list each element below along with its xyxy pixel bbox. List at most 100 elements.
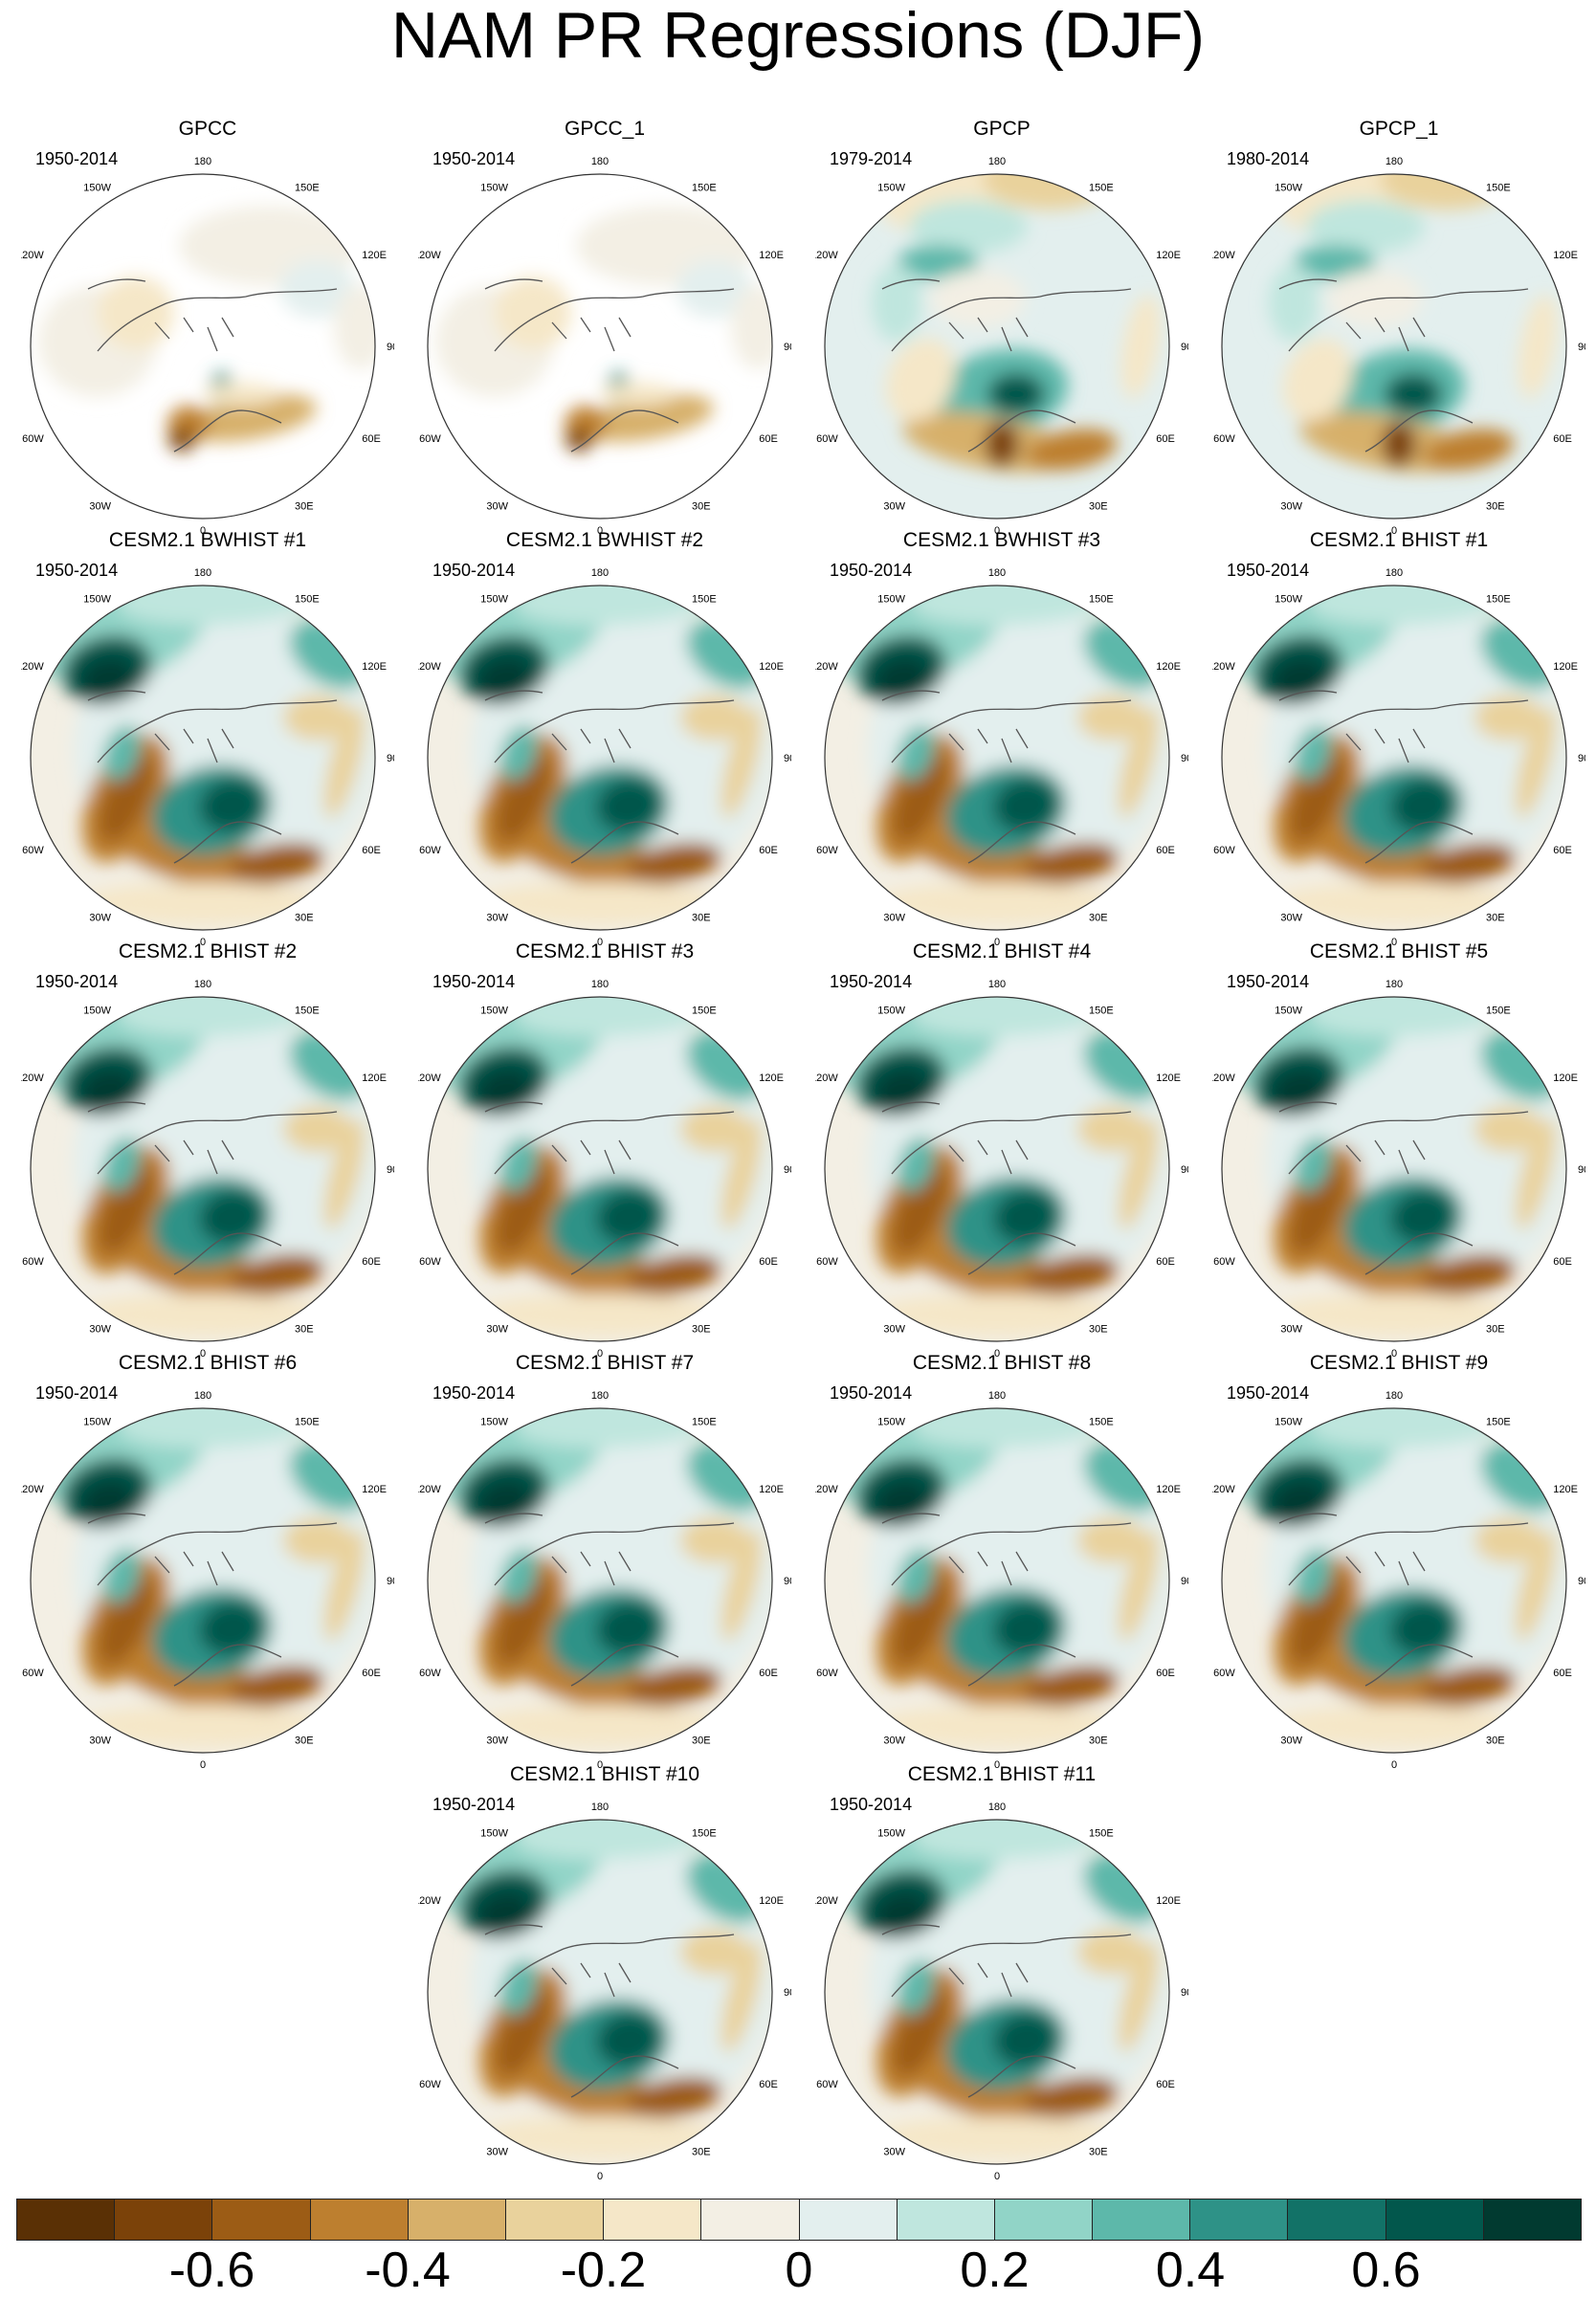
panel-title: CESM2.1 BHIST #9	[1309, 1352, 1489, 1374]
longitude-label: 120W	[418, 1072, 441, 1084]
longitude-label: 90E	[1181, 1987, 1188, 1999]
longitude-label: 60W	[22, 1256, 44, 1268]
longitude-label: 90E	[1578, 342, 1585, 353]
longitude-label: 120E	[1156, 1072, 1181, 1084]
longitude-label: 150E	[1089, 1828, 1114, 1840]
longitude-label: 30W	[883, 2146, 905, 2157]
longitude-label: 150W	[1275, 594, 1302, 606]
map-panel: CESM2.1 BHIST #7 1950-2014 180 150E 120E 90E 6…	[418, 1351, 791, 1772]
colorbar-swatch	[1190, 2200, 1289, 2240]
longitude-label: 90E	[784, 1164, 791, 1176]
longitude-label: 120E	[362, 250, 387, 261]
panel-years: 1950-2014	[830, 561, 913, 580]
longitude-label: 120W	[1212, 1484, 1235, 1495]
map-panel: CESM2.1 BHIST #5 1950-2014 180 150E 120E 90E 6…	[1212, 939, 1585, 1360]
colorbar-swatch	[408, 2200, 506, 2240]
longitude-label: 60E	[1553, 845, 1572, 856]
longitude-label: 60E	[1553, 433, 1572, 445]
longitude-label: 30E	[692, 1735, 711, 1746]
longitude-label: 60W	[22, 1668, 44, 1679]
longitude-label: 180	[591, 1802, 609, 1813]
longitude-label: 30E	[692, 912, 711, 923]
panel-years: 1950-2014	[1227, 561, 1310, 580]
longitude-label: 120W	[418, 1895, 441, 1907]
longitude-label: 120E	[1553, 661, 1578, 673]
longitude-label: 150E	[295, 183, 320, 194]
panel-title: CESM2.1 BHIST #8	[912, 1352, 1092, 1374]
polar-map: 180150E120E90E60E30E030W60W90W120W150W	[21, 1390, 394, 1771]
longitude-label: 150W	[83, 1006, 111, 1017]
longitude-label: 180	[591, 1390, 609, 1402]
longitude-label: 60W	[419, 1668, 441, 1679]
longitude-label: 60E	[1156, 845, 1175, 856]
longitude-label: 90E	[387, 342, 394, 353]
polar-map: 180150E120E90E60E30E030W60W90W120W150W	[1212, 979, 1585, 1360]
map-panel: GPCP_1 1980-2014 180 150E 120E 90E 60E 30E 0 30W 6…	[1212, 117, 1585, 538]
longitude-label: 150E	[1486, 1417, 1511, 1428]
polar-map: 180150E120E90E60E30E030W60W90W120W150W	[815, 1390, 1188, 1771]
longitude-label: 60E	[362, 1256, 381, 1268]
panel-years: 1950-2014	[35, 972, 119, 991]
longitude-label: 120E	[1553, 1484, 1578, 1495]
colorbar-swatch	[799, 2200, 898, 2240]
polar-map: 180150E120E90E60E30E030W60W90W120W150W	[1212, 1390, 1585, 1771]
longitude-label: 150E	[692, 1417, 717, 1428]
longitude-label: 0	[597, 937, 603, 948]
longitude-label: 150W	[877, 1828, 905, 1840]
polar-map: 180150E120E90E60E30E030W60W90W120W150W	[21, 979, 394, 1360]
longitude-label: 0	[1391, 1348, 1397, 1360]
longitude-label: 60W	[22, 845, 44, 856]
longitude-label: 180	[1385, 979, 1403, 990]
polar-map: 180150E120E90E60E30E030W60W90W120W150W	[815, 1802, 1188, 2182]
longitude-label: 120W	[1212, 1072, 1235, 1084]
colorbar-tick-label: -0.6	[168, 2243, 255, 2298]
longitude-label: 30E	[1089, 1323, 1108, 1335]
longitude-label: 30E	[692, 2146, 711, 2157]
longitude-label: 90E	[387, 1576, 394, 1587]
longitude-label: 150W	[877, 183, 905, 194]
longitude-label: 30W	[883, 1323, 905, 1335]
polar-map: 180150E120E90E60E30E030W60W90W120W150W	[21, 567, 394, 948]
colorbar-swatch	[1385, 2200, 1484, 2240]
longitude-label: 90E	[1578, 1164, 1585, 1176]
longitude-label: 0	[994, 525, 1000, 537]
longitude-label: 150W	[1275, 1417, 1302, 1428]
longitude-label: 150E	[1089, 183, 1114, 194]
longitude-label: 150E	[1486, 1006, 1511, 1017]
colorbar-swatch	[310, 2200, 409, 2240]
longitude-label: 120W	[21, 1072, 44, 1084]
longitude-label: 60W	[1213, 1668, 1235, 1679]
longitude-label: 150W	[480, 1828, 508, 1840]
longitude-label: 150W	[877, 1006, 905, 1017]
longitude-label: 90E	[1578, 753, 1585, 764]
map-panel: CESM2.1 BHIST #1 1950-2014 180 150E 120E 90E 6…	[1212, 528, 1585, 949]
panel-title: GPCP	[973, 118, 1031, 140]
map-panel: GPCP 1979-2014 180 150E 120E 90E 60E 30E 0 30W 60W…	[815, 117, 1188, 538]
longitude-label: 60W	[1213, 845, 1235, 856]
panel-years: 1950-2014	[432, 149, 516, 168]
longitude-label: 120E	[362, 1484, 387, 1495]
longitude-label: 0	[200, 1759, 206, 1771]
longitude-label: 30E	[692, 500, 711, 512]
longitude-label: 150E	[295, 1417, 320, 1428]
longitude-label: 60E	[759, 433, 778, 445]
panel-years: 1950-2014	[830, 1795, 913, 1814]
longitude-label: 120E	[1156, 1895, 1181, 1907]
longitude-label: 180	[194, 567, 211, 579]
map-panel: CESM2.1 BWHIST #2 1950-2014 180 150E 120E 90E…	[418, 528, 791, 949]
longitude-label: 120E	[362, 1072, 387, 1084]
panel-title: CESM2.1 BWHIST #1	[108, 529, 307, 551]
colorbar-swatch	[505, 2200, 605, 2240]
longitude-label: 0	[1391, 1759, 1397, 1771]
panel-title: CESM2.1 BHIST #3	[515, 940, 695, 962]
map-panel: CESM2.1 BHIST #11 1950-2014 180 150E 120E 90E…	[815, 1762, 1188, 2183]
figure-title: NAM PR Regressions (DJF)	[390, 0, 1206, 72]
colorbar-swatch	[994, 2200, 1094, 2240]
colorbar-tick-label: 0.6	[1351, 2243, 1421, 2298]
longitude-label: 90E	[784, 753, 791, 764]
longitude-label: 120W	[815, 250, 838, 261]
longitude-label: 30E	[1089, 500, 1108, 512]
map-panel: CESM2.1 BHIST #2 1950-2014 180 150E 120E 90E 6…	[21, 939, 394, 1360]
longitude-label: 180	[194, 979, 211, 990]
longitude-label: 150W	[1275, 1006, 1302, 1017]
